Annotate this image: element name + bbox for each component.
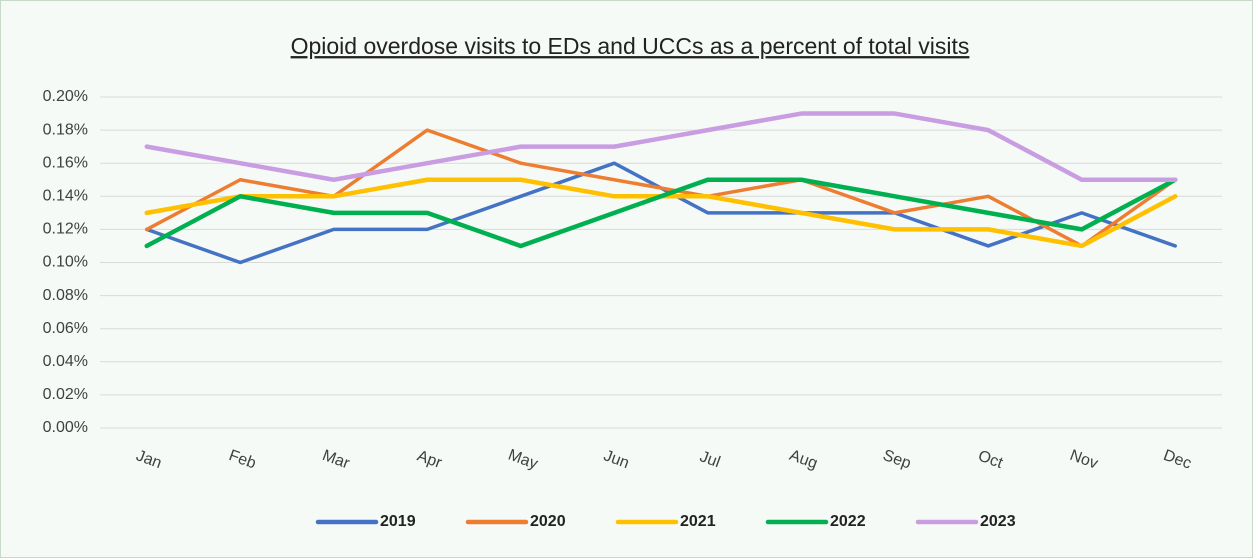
series-line — [144, 111, 1178, 182]
y-tick-label: 0.18% — [43, 121, 88, 138]
chart-title: Opioid overdose visits to EDs and UCCs a… — [291, 33, 970, 59]
legend-label: 2022 — [830, 513, 866, 530]
legend-label: 2023 — [980, 513, 1016, 530]
y-tick-label: 0.02% — [43, 386, 88, 403]
y-tick-label: 0.00% — [43, 419, 88, 436]
legend-label: 2021 — [680, 513, 716, 530]
y-tick-label: 0.16% — [43, 154, 88, 171]
series-line — [145, 128, 1177, 248]
x-tick-label: Jul — [697, 448, 722, 471]
legend-label: 2020 — [530, 513, 566, 530]
y-tick-label: 0.10% — [43, 254, 88, 271]
legend-label: 2019 — [380, 513, 416, 530]
y-tick-label: 0.14% — [43, 188, 88, 205]
y-tick-label: 0.08% — [43, 287, 88, 304]
y-tick-label: 0.20% — [43, 88, 88, 105]
series-line — [144, 177, 1178, 249]
y-tick-label: 0.04% — [43, 353, 88, 370]
y-tick-label: 0.06% — [43, 320, 88, 337]
y-tick-label: 0.12% — [43, 221, 88, 238]
